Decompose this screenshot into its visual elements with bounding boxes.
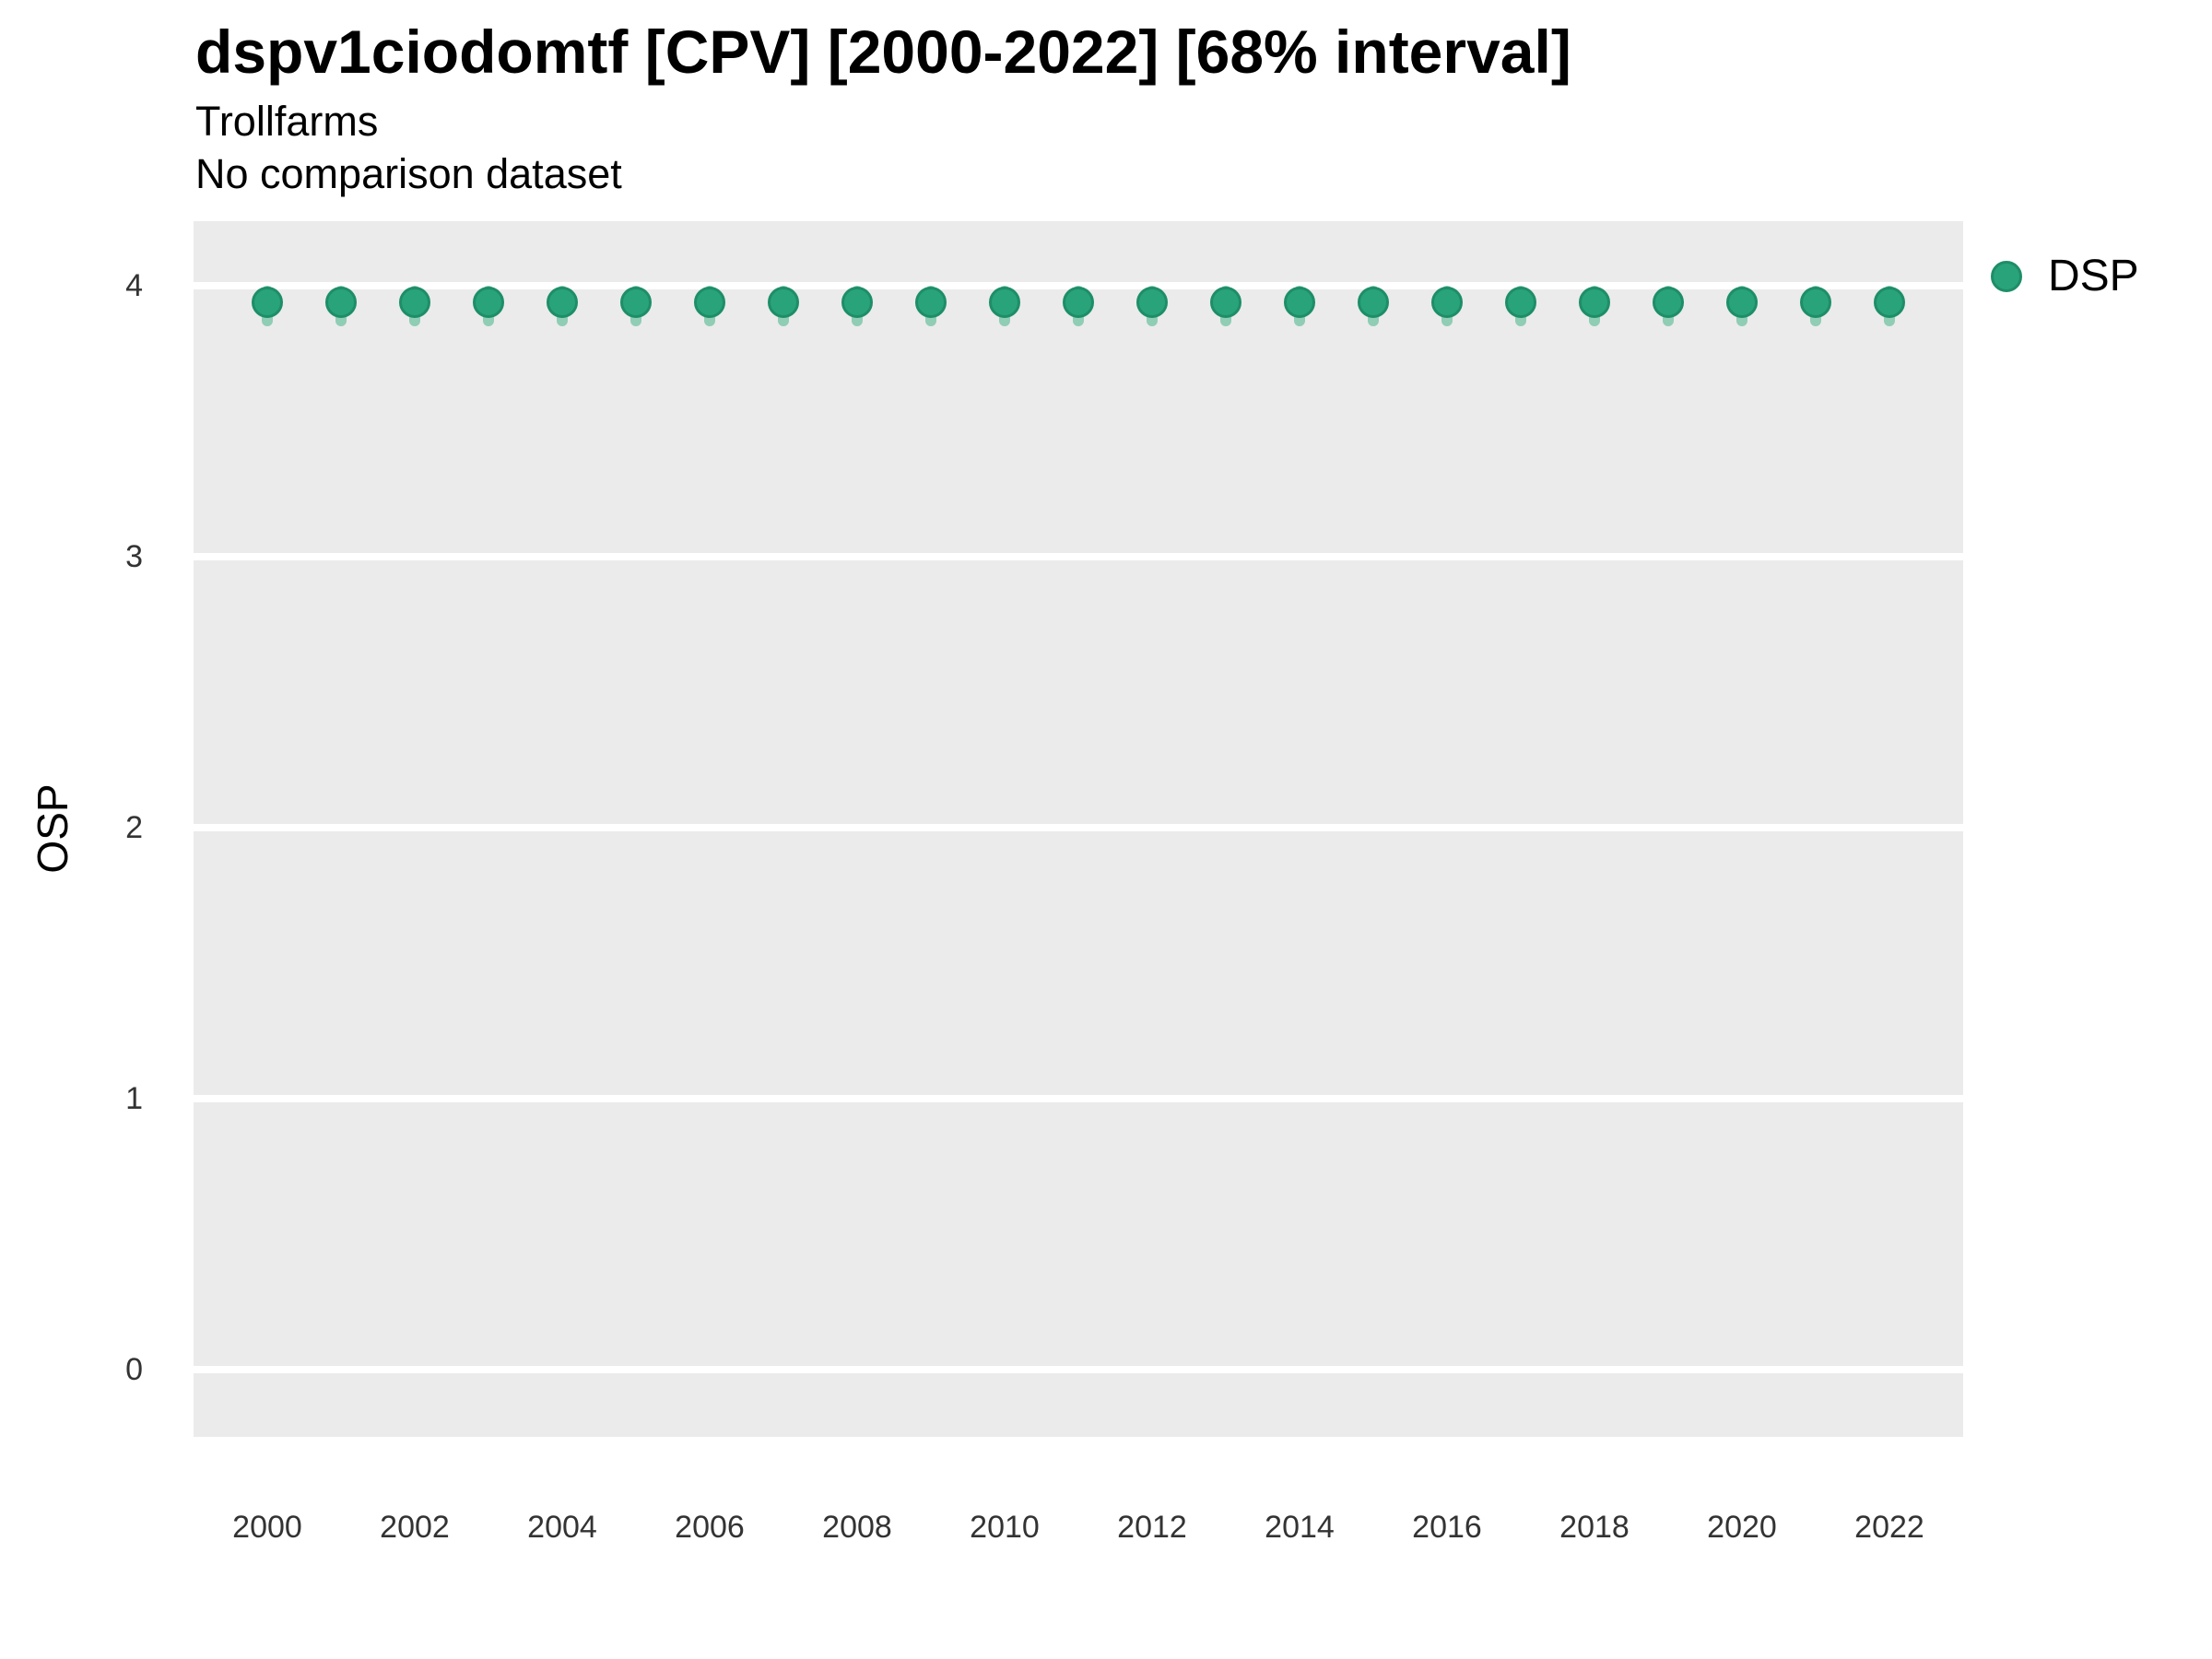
x-tick-label-2002: 2002 (380, 1510, 450, 1545)
legend-dsp-label: DSP (2048, 252, 2139, 300)
data-point-2020 (1726, 286, 1758, 318)
data-point-2006 (694, 286, 725, 318)
data-point-2002 (399, 286, 430, 318)
legend: DSP (1991, 247, 2139, 306)
x-tick-label-2006: 2006 (675, 1510, 745, 1545)
plot-panel (194, 221, 1963, 1437)
y-tick-label-3: 3 (125, 539, 143, 574)
x-tick-label-2018: 2018 (1559, 1510, 1630, 1545)
data-point-2013 (1210, 286, 1241, 318)
data-point-2004 (547, 286, 578, 318)
legend-dsp-marker-icon (1991, 261, 2022, 292)
data-point-2021 (1800, 286, 1831, 318)
chart-title: dspv1ciodomtf [CPV] [2000-2022] [68% int… (195, 18, 1571, 86)
x-tick-label-2004: 2004 (527, 1510, 597, 1545)
data-point-2017 (1505, 286, 1536, 318)
data-point-2014 (1284, 286, 1315, 318)
data-point-2007 (768, 286, 799, 318)
gridline-y-1 (194, 1095, 1963, 1102)
x-tick-label-2000: 2000 (232, 1510, 302, 1545)
data-point-2011 (1063, 286, 1094, 318)
gridline-y-2 (194, 824, 1963, 831)
x-tick-label-2022: 2022 (1854, 1510, 1924, 1545)
x-tick-label-2010: 2010 (970, 1510, 1040, 1545)
data-point-2015 (1358, 286, 1389, 318)
chart-subtitle-line1: Trollfarms (195, 98, 379, 145)
chart-subtitle-line2: No comparison dataset (195, 150, 622, 197)
data-point-2012 (1136, 286, 1168, 318)
data-point-2009 (915, 286, 947, 318)
x-tick-label-2014: 2014 (1265, 1510, 1335, 1545)
data-point-2018 (1579, 286, 1610, 318)
data-point-2019 (1653, 286, 1684, 318)
y-tick-label-0: 0 (125, 1352, 143, 1387)
data-point-2022 (1874, 286, 1905, 318)
gridline-y-3 (194, 553, 1963, 560)
data-point-2001 (325, 286, 357, 318)
y-tick-label-2: 2 (125, 810, 143, 845)
data-point-2010 (989, 286, 1020, 318)
gridline-y-0 (194, 1366, 1963, 1373)
x-tick-label-2016: 2016 (1412, 1510, 1482, 1545)
data-point-2000 (252, 286, 283, 318)
data-point-2016 (1431, 286, 1463, 318)
y-tick-label-1: 1 (125, 1081, 143, 1116)
x-tick-label-2012: 2012 (1117, 1510, 1187, 1545)
y-tick-label-4: 4 (125, 268, 143, 303)
data-point-2008 (841, 286, 873, 318)
x-tick-label-2008: 2008 (822, 1510, 892, 1545)
data-point-2003 (473, 286, 504, 318)
x-tick-label-2020: 2020 (1707, 1510, 1777, 1545)
data-point-2005 (620, 286, 652, 318)
